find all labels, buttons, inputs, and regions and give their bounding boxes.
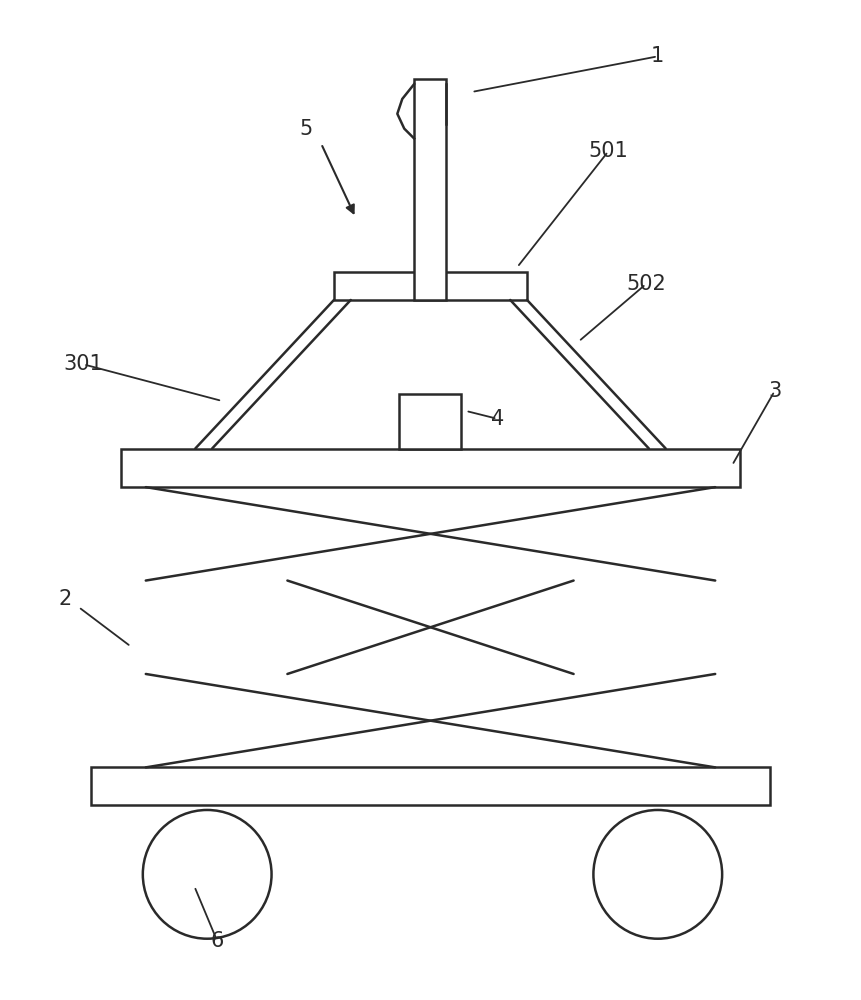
Text: 2: 2 [59,589,72,609]
Text: 301: 301 [64,354,103,374]
Bar [334,272,527,300]
Text: 3: 3 [768,381,781,401]
Text: 4: 4 [491,409,504,429]
Bar [121,449,740,487]
Bar [91,767,770,805]
Text: 1: 1 [651,46,665,66]
Text: 502: 502 [626,274,666,294]
Text: 501: 501 [588,141,629,161]
Bar [414,79,446,300]
Text: 6: 6 [210,931,224,951]
Bar [400,394,461,449]
Text: 5: 5 [300,119,313,139]
